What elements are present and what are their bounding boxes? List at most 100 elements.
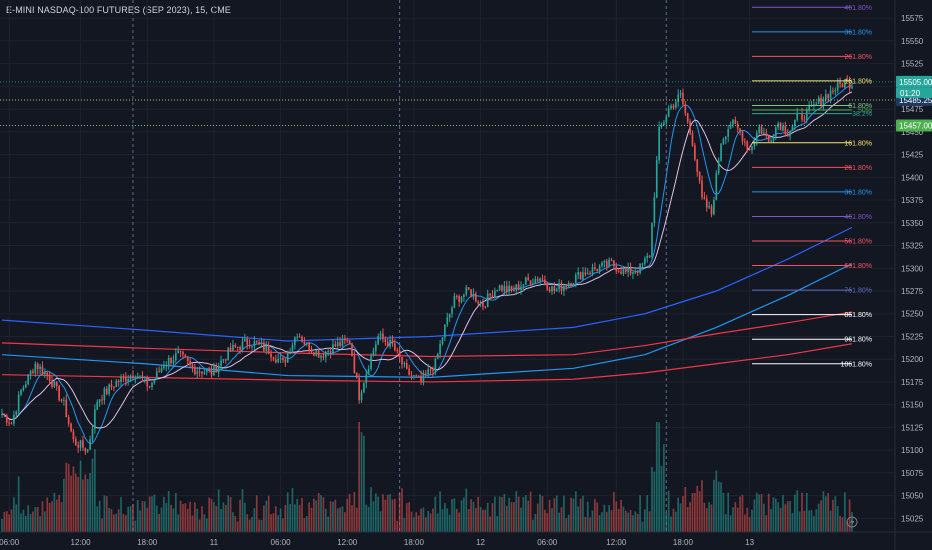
countdown-label: 01:20 (900, 89, 921, 98)
volume-bar (415, 512, 418, 532)
volume-bar (117, 509, 120, 532)
candle-body (803, 119, 806, 121)
candle-body (260, 342, 263, 344)
candle-body (55, 381, 58, 386)
volume-bar (34, 507, 37, 532)
volume-bar (724, 514, 727, 532)
volume-bar (484, 509, 487, 532)
candle-body (115, 380, 118, 388)
volume-bar (777, 502, 780, 532)
fib-level-label: 961.80% (844, 337, 872, 344)
candle-body (48, 375, 51, 381)
candle-body (448, 313, 451, 318)
candle-body (748, 149, 751, 151)
candle-body (244, 338, 246, 342)
candle-body (529, 280, 532, 285)
volume-bar (570, 497, 572, 532)
volume-bar (105, 496, 108, 532)
volume-bar (846, 520, 849, 532)
candle-body (772, 137, 775, 141)
volume-bar (441, 509, 444, 532)
x-tick-label: 18:00 (673, 538, 694, 547)
volume-bar (586, 501, 589, 532)
candle-body (77, 444, 80, 448)
volume-bar (746, 507, 749, 532)
candle-body (291, 344, 294, 353)
volume-bar (89, 472, 91, 532)
candle-body (222, 359, 225, 361)
candle-body (591, 267, 594, 274)
volume-bar (615, 501, 618, 532)
candle-body (446, 317, 449, 325)
volume-bar (294, 504, 296, 532)
candle-body (124, 376, 127, 382)
candle-body (601, 262, 603, 267)
volume-bar (620, 499, 622, 532)
candle-body (232, 344, 234, 351)
volume-bar (372, 501, 375, 532)
volume-bar (765, 515, 768, 532)
volume-bar (253, 508, 256, 532)
candle-body (520, 286, 522, 290)
volume-bar (13, 497, 15, 532)
candle-body (346, 340, 349, 342)
volume-bar (263, 505, 265, 532)
candle-body (324, 351, 327, 358)
volume-bar (486, 502, 489, 532)
fib-level-label: 461.80% (844, 5, 872, 12)
candle-body (598, 266, 601, 272)
candle-body (165, 365, 168, 367)
volume-bar (303, 518, 306, 532)
volume-bar (174, 493, 177, 532)
volume-bar (734, 502, 737, 532)
volume-bar (813, 516, 815, 532)
candle-body (348, 340, 351, 344)
volume-bar (822, 491, 825, 532)
x-tick-label: 18:00 (404, 538, 425, 547)
candle-body (539, 278, 541, 281)
candle-body (579, 272, 582, 280)
volume-bar (772, 497, 775, 532)
volume-bar (651, 466, 653, 532)
volume-bar (546, 513, 549, 532)
candle-body (174, 353, 177, 361)
candle-body (5, 415, 8, 423)
volume-bar (317, 492, 320, 532)
candle-body (294, 337, 296, 345)
candle-body (22, 387, 25, 391)
candle-body (134, 377, 137, 379)
candle-body (722, 139, 725, 144)
candle-body (367, 368, 370, 374)
volume-bar (482, 509, 484, 532)
y-tick-label: 15150 (901, 401, 924, 410)
candle-body (105, 388, 108, 394)
candle-body (179, 350, 182, 352)
volume-bar (163, 496, 165, 532)
volume-bar (186, 508, 189, 532)
volume-bar (696, 485, 699, 532)
candle-body (263, 342, 265, 351)
volume-bar (103, 495, 106, 532)
volume-bar (160, 507, 163, 532)
candle-body (848, 80, 851, 89)
volume-bar (177, 514, 180, 532)
volume-bar (334, 499, 337, 532)
candle-body (470, 289, 472, 298)
candle-body (574, 274, 577, 283)
candle-body (120, 376, 122, 382)
volume-bar (332, 501, 334, 532)
candle-body (465, 287, 468, 295)
candle-body (827, 94, 830, 99)
volume-bar (677, 497, 680, 532)
volume-bar (424, 517, 427, 532)
candle-body (501, 285, 503, 291)
volume-bar (505, 505, 508, 532)
candle-body (608, 259, 610, 267)
volume-bar (239, 499, 241, 532)
candle-body (96, 401, 99, 410)
volume-bar (194, 502, 196, 532)
fib-level-label: 861.80% (844, 312, 872, 319)
volume-bar (279, 508, 282, 532)
volume-bar (5, 511, 8, 532)
